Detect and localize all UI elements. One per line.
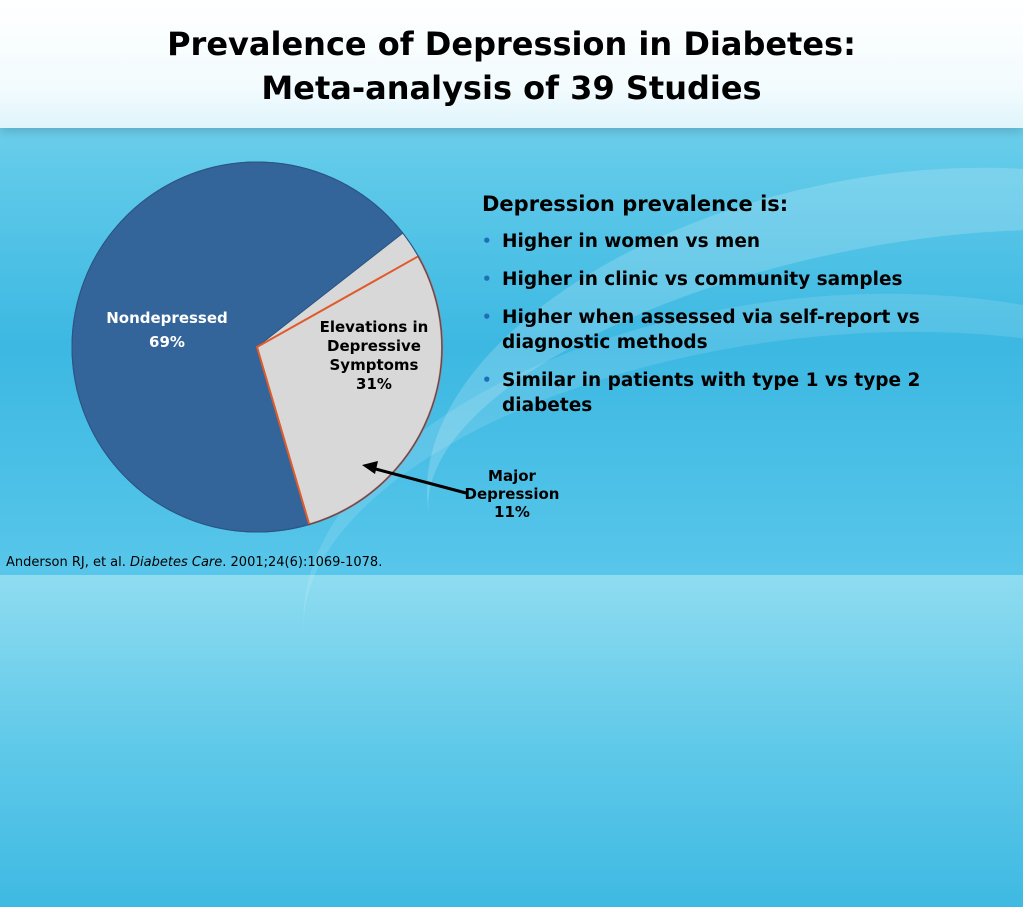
callout-arrow	[362, 461, 467, 495]
pie-outline	[71, 161, 443, 533]
slide-title: Prevalence of Depression in Diabetes: Me…	[0, 22, 1023, 110]
findings-item: • Higher in women vs men	[482, 229, 1002, 254]
findings-item-text: Higher when assessed via self-report vs	[502, 307, 920, 328]
title-banner: Prevalence of Depression in Diabetes: Me…	[0, 0, 1023, 128]
pie-label-elevations-line: 31%	[356, 375, 392, 393]
findings-item-text: Higher in clinic vs community samples	[502, 269, 903, 290]
key-findings: Depression prevalence is: • Higher in wom…	[482, 192, 1002, 431]
findings-item-text: diabetes	[502, 395, 593, 416]
pie-chart: Nondepressed 69% Elevations in Depressive Sy…	[71, 161, 559, 533]
pie-slices	[71, 161, 443, 533]
slide-title-line-2: Meta-analysis of 39 Studies	[261, 69, 762, 107]
bullet-dot-icon: •	[482, 232, 492, 250]
bullet-dot-icon: •	[482, 308, 492, 326]
pie-labels: Nondepressed 69% Elevations in Depressive Sy…	[106, 309, 559, 521]
pie-label-nondepressed-line: 69%	[149, 333, 185, 351]
findings-item: • Higher in clinic vs community samples	[482, 267, 1002, 292]
bullet-dot-icon: •	[482, 270, 492, 288]
pie-label-major-depression: Major Depression 11%	[465, 467, 560, 521]
findings-heading: Depression prevalence is:	[482, 192, 789, 216]
pie-label-elevations-line: Depressive	[327, 337, 421, 355]
pie-label-nondepressed: Nondepressed 69%	[106, 309, 228, 351]
citation-journal: Diabetes Care	[130, 555, 223, 570]
pie-label-elevations-line: Symptoms	[330, 356, 419, 374]
findings-list: • Higher in women vs men • Higher in clinic…	[482, 229, 1002, 418]
findings-item: • Similar in patients with type 1 vs type…	[482, 368, 1002, 418]
pie-label-nondepressed-line: Nondepressed	[106, 309, 228, 327]
findings-item-text: diagnostic methods	[502, 332, 708, 353]
bullet-dot-icon: •	[482, 371, 492, 389]
findings-item-text: Higher in women vs men	[502, 231, 761, 252]
pie-label-major-depression-line: Depression	[465, 485, 560, 503]
pie-label-major-depression-line: Major	[488, 467, 536, 485]
citation: Anderson RJ, et al. Diabetes Care. 2001;…	[6, 555, 382, 570]
findings-item: • Higher when assessed via self-report vs…	[482, 305, 1002, 355]
findings-item-text: Similar in patients with type 1 vs type …	[502, 370, 921, 391]
citation-details: . 2001;24(6):1069-1078.	[222, 555, 383, 570]
slide-title-line-1: Prevalence of Depression in Diabetes:	[167, 25, 856, 63]
pie-label-elevations: Elevations in Depressive Symptoms 31%	[320, 318, 429, 393]
pie-label-major-depression-line: 11%	[494, 503, 530, 521]
pie-label-elevations-line: Elevations in	[320, 318, 429, 336]
citation-authors: Anderson RJ, et al.	[6, 555, 131, 570]
